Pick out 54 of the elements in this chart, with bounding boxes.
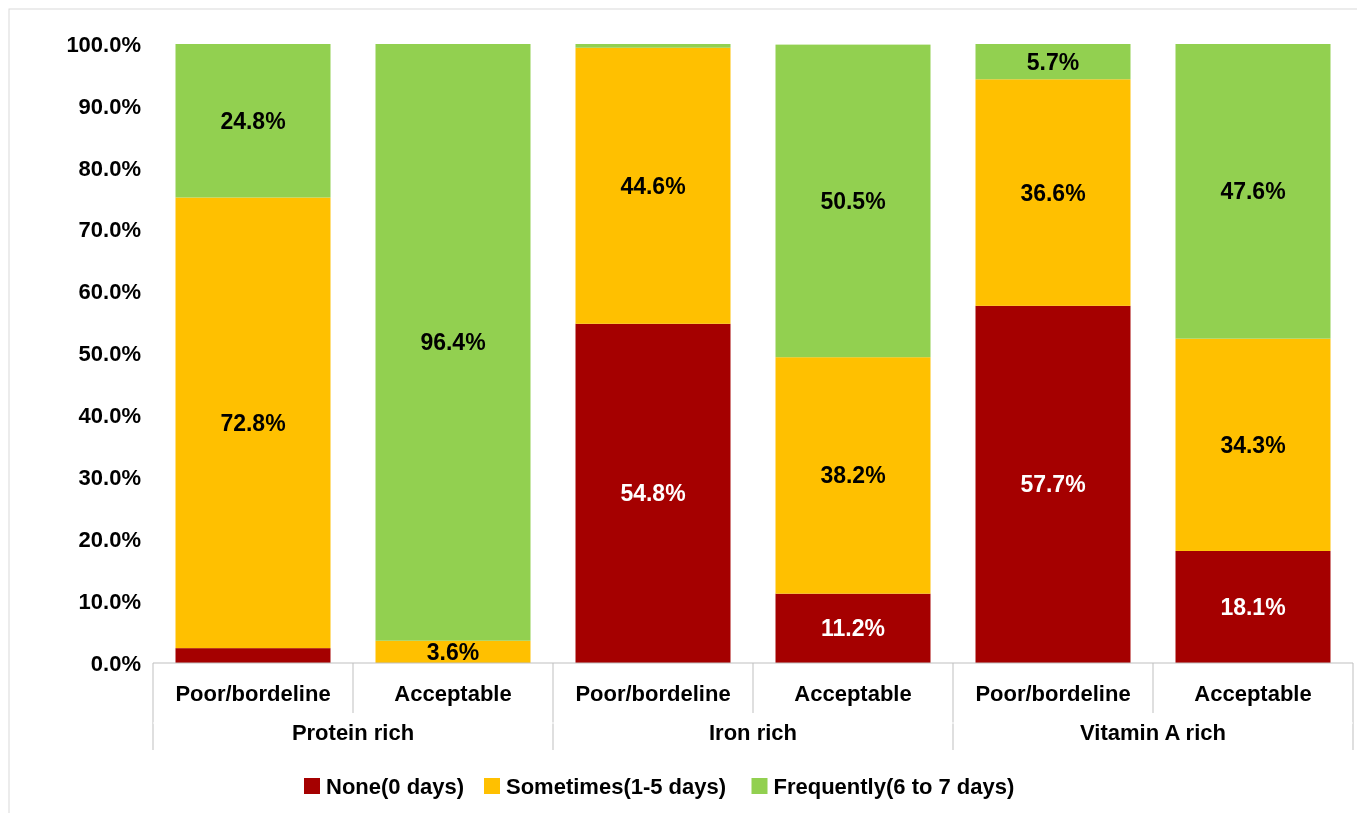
y-tick-label: 80.0% [78,155,141,181]
bar [975,44,1131,80]
x-tick-label: Acceptable [1194,680,1312,706]
data-label: 54.8% [620,480,686,507]
bar [975,305,1131,663]
bar [575,44,731,48]
data-label: 44.6% [620,172,686,199]
legend-label: None(0 days) [326,773,465,799]
bar [575,323,731,663]
bar [775,357,931,594]
bar [1175,550,1331,663]
bar [1175,44,1331,339]
bar [575,47,731,324]
y-tick-label: 90.0% [78,93,141,119]
bar [775,593,931,663]
bar [775,44,931,358]
text: Iron rich [708,719,798,745]
x-tick-label: Acceptable [394,680,512,706]
bar [175,648,331,663]
text: Protein rich [291,719,415,745]
y-tick-label: 60.0% [78,279,141,305]
x-tick-label: Poor/bordeline [575,680,731,706]
bar [175,197,331,649]
bar [175,44,331,198]
data-label: 24.8% [220,107,286,134]
data-label: 5.7% [1026,48,1080,75]
y-tick-label: 20.0% [78,526,141,552]
y-tick-label: 0.0% [90,650,141,676]
x-tick-label: Poor/bordeline [975,680,1131,706]
legend-label: Frequently(6 to 7 days) [773,773,1015,799]
y-tick-label: 10.0% [78,588,141,614]
x-tick-label: Poor/bordeline [175,680,331,706]
data-label: 34.3% [1220,431,1286,458]
data-label: 38.2% [820,462,886,489]
data-label: 57.7% [1020,471,1086,498]
data-label: 3.6% [426,638,480,665]
data-label: 18.1% [1220,594,1286,621]
data-label: 50.5% [820,187,886,214]
text: Vitamin A rich [1080,719,1226,745]
data-label: 11.2% [821,615,885,642]
data-label: 47.6% [1220,178,1286,205]
x-tick-label: Acceptable [794,680,912,706]
y-tick-label: 70.0% [78,217,141,243]
data-label: 96.4% [420,329,486,356]
legend-label: Sometimes(1-5 days) [506,773,727,799]
y-tick-label: 50.0% [78,341,141,367]
bar [375,44,531,641]
y-tick-label: 40.0% [78,403,141,429]
bar [975,79,1131,306]
bar [1175,338,1331,551]
y-tick-label: 100.0% [66,31,141,57]
data-label: 72.8% [220,409,286,436]
y-tick-label: 30.0% [78,465,141,490]
data-label: 36.6% [1020,179,1086,206]
